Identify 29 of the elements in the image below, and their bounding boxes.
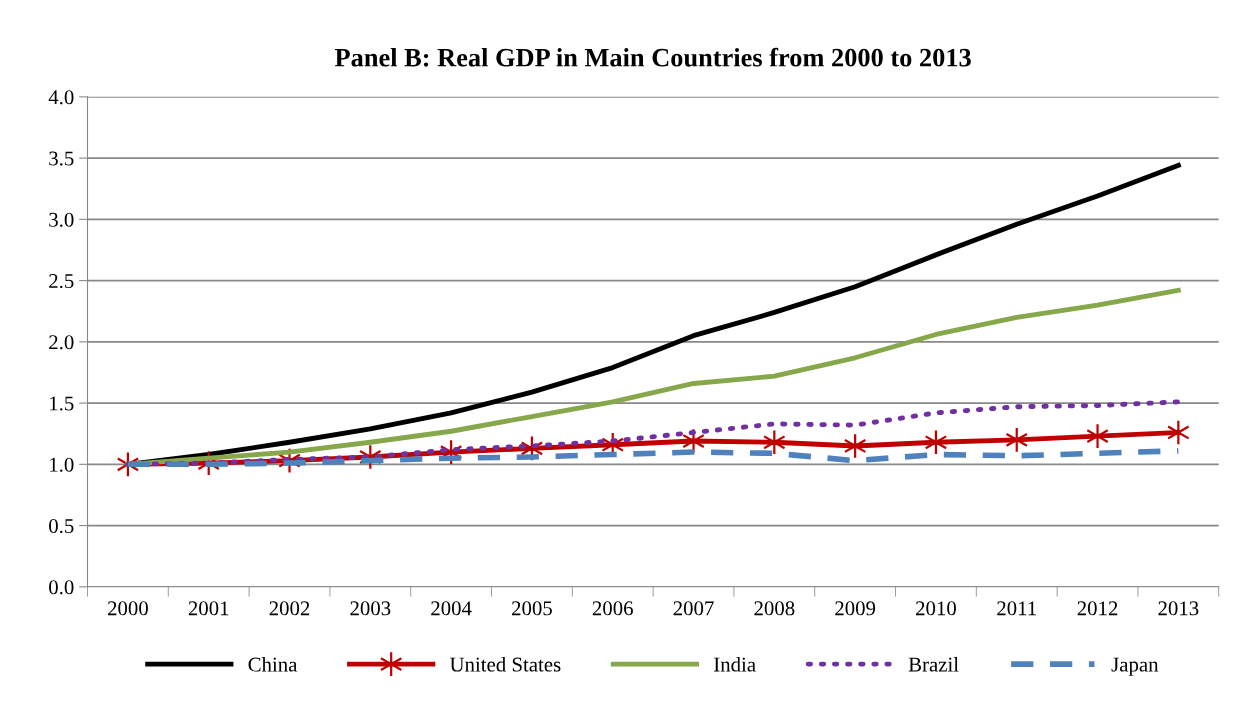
y-tick-label: 2.0 xyxy=(49,335,74,350)
x-tick-label: 2007 xyxy=(673,601,714,616)
x-tick-label: 2009 xyxy=(835,601,876,616)
x-tick-label: 2004 xyxy=(431,601,472,616)
x-tick-label: 2006 xyxy=(592,601,633,616)
legend-label: China xyxy=(248,656,298,672)
x-tick-label: 2002 xyxy=(269,601,310,616)
legend-label: Japan xyxy=(1111,657,1159,676)
y-tick-label: 4.0 xyxy=(48,90,74,105)
y-tick-label: 3.5 xyxy=(49,151,74,166)
y-tick-label: 0.0 xyxy=(49,580,74,595)
y-tick-label: 1.5 xyxy=(50,396,74,411)
x-tick-label: 2000 xyxy=(107,601,148,616)
legend-label: Brazil xyxy=(908,656,959,672)
y-tick-label: 1.0 xyxy=(50,457,74,472)
x-tick-label: 2001 xyxy=(188,601,229,616)
chart-title: Panel B: Real GDP in Main Countries from 2000 to 2013 xyxy=(334,47,971,67)
legend-label: United States xyxy=(449,656,561,672)
x-tick-label: 2011 xyxy=(997,601,1036,616)
y-tick-label: 2.5 xyxy=(49,274,74,289)
x-tick-label: 2005 xyxy=(512,601,552,616)
y-tick-label: 3.0 xyxy=(49,212,74,227)
y-tick-label: 0.5 xyxy=(49,518,74,534)
legend-label: India xyxy=(714,656,756,672)
x-tick-label: 2008 xyxy=(754,601,795,616)
x-tick-label: 2010 xyxy=(916,601,956,616)
x-tick-label: 2013 xyxy=(1158,601,1199,616)
x-tick-label: 2012 xyxy=(1077,601,1118,616)
x-tick-label: 2003 xyxy=(350,601,391,616)
